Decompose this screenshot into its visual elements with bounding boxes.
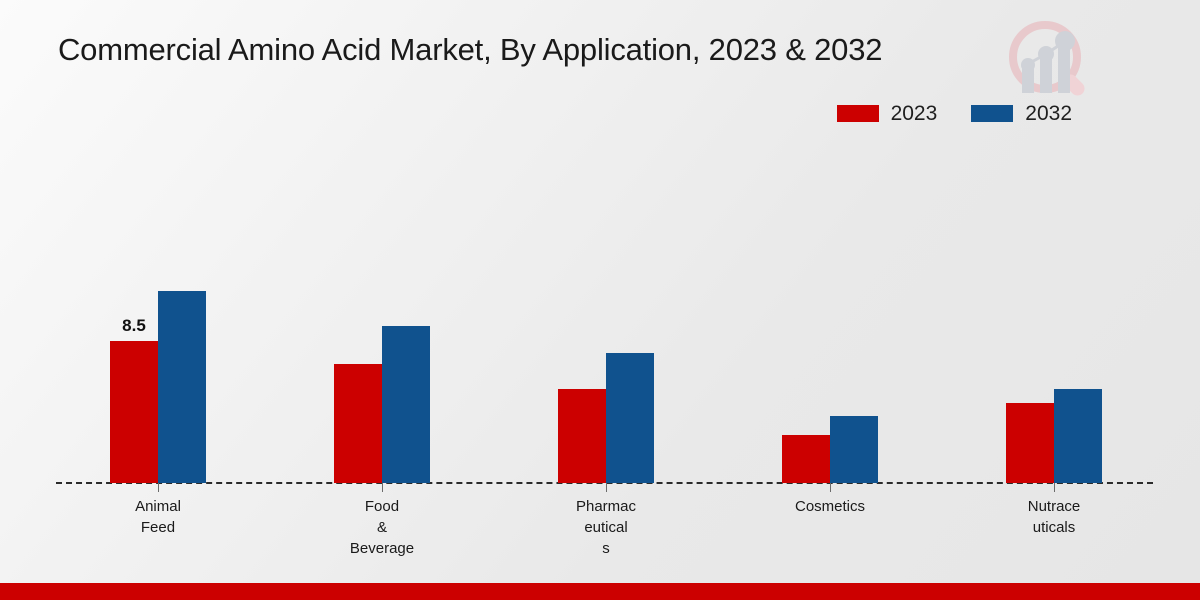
bar-2023-animal-feed[interactable]: 8.5 [110, 316, 158, 483]
chart-legend: 2023 2032 [836, 102, 1072, 125]
x-axis-tick [830, 483, 831, 492]
x-axis-tick [1054, 483, 1055, 492]
legend-item-2023[interactable]: 2023 [836, 102, 938, 125]
bar-value-label: 8.5 [122, 316, 146, 336]
x-axis-label-line: eutical [584, 519, 628, 536]
bar-pair [334, 223, 430, 483]
legend-swatch-2023 [836, 105, 879, 122]
x-axis-label-cosmetics: Cosmetics [755, 496, 905, 517]
bar-2032-nutraceuticals[interactable] [1054, 389, 1102, 483]
x-axis-label-nutraceuticals: Nutrace uticals [979, 496, 1129, 538]
bar-group [558, 223, 654, 492]
x-axis-label-line: Animal [135, 498, 181, 515]
bar-2032-cosmetics[interactable] [830, 416, 878, 483]
x-axis-label-line: & [376, 519, 387, 536]
bar-group [334, 223, 430, 492]
x-axis-label-line: Cosmetics [794, 498, 865, 515]
x-axis-label-food-beverage: Food & Beverage [307, 496, 457, 559]
x-axis-label-line: Beverage [349, 540, 415, 557]
bar-pair [558, 223, 654, 483]
bar-2032-pharmaceuticals[interactable] [606, 352, 654, 483]
x-axis-baseline [56, 482, 1153, 484]
legend-label-2032: 2032 [1025, 102, 1072, 125]
x-axis-label-line: Food [364, 498, 400, 515]
bar-pair [1006, 223, 1102, 483]
bar-2023-food-beverage[interactable] [334, 364, 382, 483]
bar-group [782, 223, 878, 492]
x-axis-label-line: s [602, 540, 610, 557]
bar-group [1006, 223, 1102, 492]
bar-pair [782, 223, 878, 483]
x-axis-tick [606, 483, 607, 492]
x-axis-label-line: Nutrace [1027, 498, 1081, 515]
bar-pair: 8.5 [110, 223, 206, 483]
bar-2032-animal-feed[interactable] [158, 290, 206, 483]
footer-bar [0, 583, 1200, 600]
bar-group: 8.5 [110, 223, 206, 492]
x-axis-label-line: Feed [140, 519, 176, 536]
chart-title: Commercial Amino Acid Market, By Applica… [58, 32, 883, 67]
x-axis-label-pharmaceuticals: Pharmac eutical s [531, 496, 681, 559]
legend-item-2032[interactable]: 2032 [971, 103, 1072, 124]
x-axis-tick [158, 483, 159, 492]
x-axis-label-animal-feed: Animal Feed [83, 496, 233, 538]
legend-swatch-2032 [971, 105, 1014, 122]
bar-2032-food-beverage[interactable] [382, 326, 430, 483]
x-axis-label-line: Pharmac [575, 498, 637, 515]
x-axis-label-line: uticals [1032, 519, 1076, 536]
x-axis-tick [382, 483, 383, 492]
bar-2023-nutraceuticals[interactable] [1006, 402, 1054, 483]
legend-label-2023: 2023 [890, 102, 938, 125]
bar-2023-pharmaceuticals[interactable] [558, 389, 606, 483]
bar-2023-cosmetics[interactable] [782, 434, 830, 483]
